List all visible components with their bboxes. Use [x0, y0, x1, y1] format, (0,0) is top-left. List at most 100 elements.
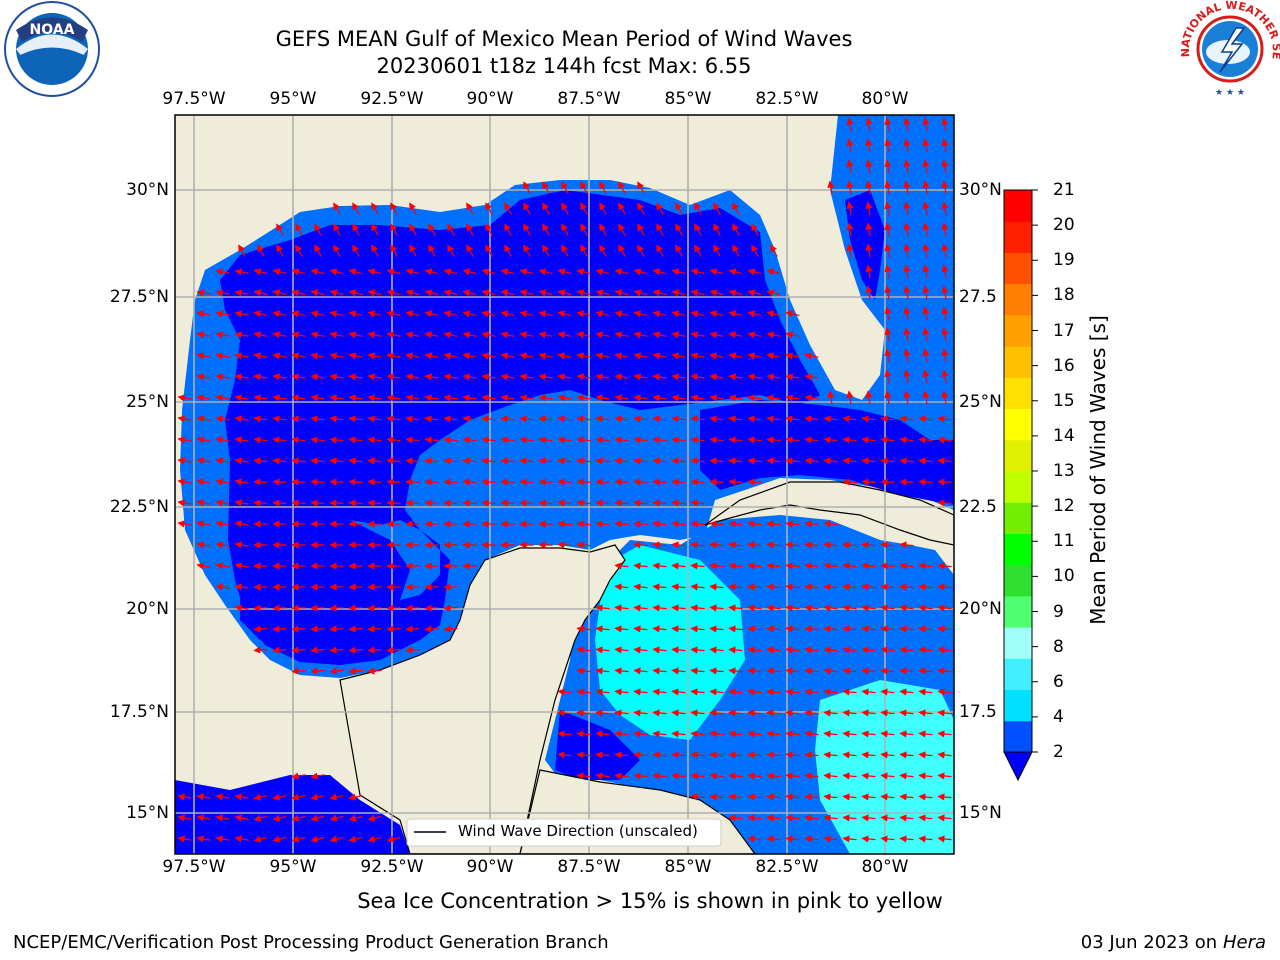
wind-arrow — [709, 457, 724, 465]
wind-arrow — [861, 583, 876, 591]
wind-arrow — [405, 415, 420, 423]
wind-arrow — [846, 243, 854, 258]
wind-arrow — [652, 373, 667, 381]
wind-arrow — [903, 117, 911, 132]
wind-arrow — [899, 835, 914, 843]
wind-arrow — [291, 625, 306, 633]
wind-arrow — [766, 583, 781, 591]
wind-arrow — [918, 772, 933, 780]
wind-arrow — [500, 436, 515, 444]
wind-arrow — [352, 244, 360, 257]
wind-arrow — [633, 772, 648, 780]
wind-arrow — [576, 499, 591, 507]
wind-arrow — [618, 202, 626, 215]
wind-arrow — [747, 289, 762, 297]
wind-arrow — [561, 244, 569, 257]
wind-arrow — [899, 436, 914, 444]
wind-arrow — [880, 730, 895, 738]
wind-arrow — [652, 583, 667, 591]
wind-arrow — [253, 310, 268, 318]
wind-arrow — [880, 835, 895, 843]
wind-arrow — [234, 583, 249, 591]
wind-arrow — [485, 202, 493, 215]
colorbar-tick-label: 17 — [1053, 320, 1075, 341]
wind-arrow — [633, 268, 648, 276]
wind-arrow — [728, 310, 743, 318]
lat-label-right: 27.5 — [959, 287, 997, 307]
wind-arrow — [542, 223, 550, 236]
wind-arrow — [504, 244, 512, 257]
wind-arrow — [751, 223, 759, 236]
lat-label-right: 25°N — [959, 392, 1002, 412]
wind-arrow — [675, 223, 683, 236]
wind-arrow — [823, 562, 838, 570]
wind-arrow — [177, 520, 192, 528]
wind-arrow — [941, 306, 949, 321]
wind-arrow — [709, 709, 724, 717]
wind-arrow — [941, 180, 949, 195]
wind-arrow — [196, 436, 211, 444]
wind-arrow — [884, 306, 892, 321]
wind-arrow — [899, 772, 914, 780]
lon-label-bottom: 92.5°W — [360, 857, 424, 877]
wind-arrow — [409, 202, 417, 215]
wind-arrow — [747, 646, 762, 654]
lon-label-bottom: 80°W — [861, 857, 909, 877]
wind-arrow — [405, 478, 420, 486]
wind-arrow — [500, 331, 515, 339]
wind-arrow — [728, 415, 743, 423]
wind-arrow — [348, 793, 363, 801]
wind-arrow — [614, 646, 629, 654]
wind-arrow — [633, 709, 648, 717]
wind-arrow — [253, 331, 268, 339]
wind-arrow — [804, 583, 819, 591]
wind-arrow — [633, 499, 648, 507]
wind-arrow — [633, 583, 648, 591]
wind-arrow — [462, 331, 477, 339]
wind-arrow — [671, 730, 686, 738]
wind-arrow — [523, 202, 531, 215]
wind-arrow — [903, 180, 911, 195]
wind-arrow — [485, 223, 493, 236]
wind-arrow — [390, 202, 398, 215]
wind-arrow — [941, 285, 949, 300]
wind-arrow — [922, 159, 930, 174]
lon-label-top: 92.5°W — [360, 89, 424, 109]
wind-arrow — [215, 331, 230, 339]
wind-arrow — [291, 646, 306, 654]
wind-arrow — [386, 310, 401, 318]
wind-arrow — [614, 373, 629, 381]
wind-arrow — [310, 604, 325, 612]
wind-arrow — [310, 646, 325, 654]
wind-arrow — [766, 436, 781, 444]
wind-arrow — [751, 244, 759, 257]
lat-label-left: 30°N — [126, 180, 169, 200]
wind-arrow — [333, 202, 341, 215]
lon-label-bottom: 87.5°W — [557, 857, 621, 877]
wind-arrow — [215, 415, 230, 423]
wind-arrow — [310, 478, 325, 486]
wind-arrow — [846, 222, 854, 237]
wind-arrow — [766, 331, 781, 339]
wind-arrow — [652, 541, 667, 549]
wind-arrow — [557, 415, 572, 423]
wind-arrow — [918, 604, 933, 612]
wind-arrow — [310, 457, 325, 465]
wind-arrow — [785, 772, 800, 780]
wind-arrow — [367, 478, 382, 486]
wind-arrow — [234, 436, 249, 444]
colorbar-tick-label: 19 — [1053, 250, 1075, 271]
lat-label-right: 17.5 — [959, 702, 997, 722]
wind-arrow — [842, 436, 857, 444]
wind-arrow — [215, 583, 230, 591]
wind-arrow — [519, 289, 534, 297]
wind-arrow — [633, 751, 648, 759]
wind-arrow — [823, 793, 838, 801]
colorbar-segment — [1004, 252, 1032, 285]
wind-arrow — [409, 223, 417, 236]
wind-arrow — [709, 268, 724, 276]
wind-arrow — [310, 373, 325, 381]
wind-arrow — [922, 180, 930, 195]
wind-arrow — [747, 310, 762, 318]
wind-arrow — [633, 352, 648, 360]
